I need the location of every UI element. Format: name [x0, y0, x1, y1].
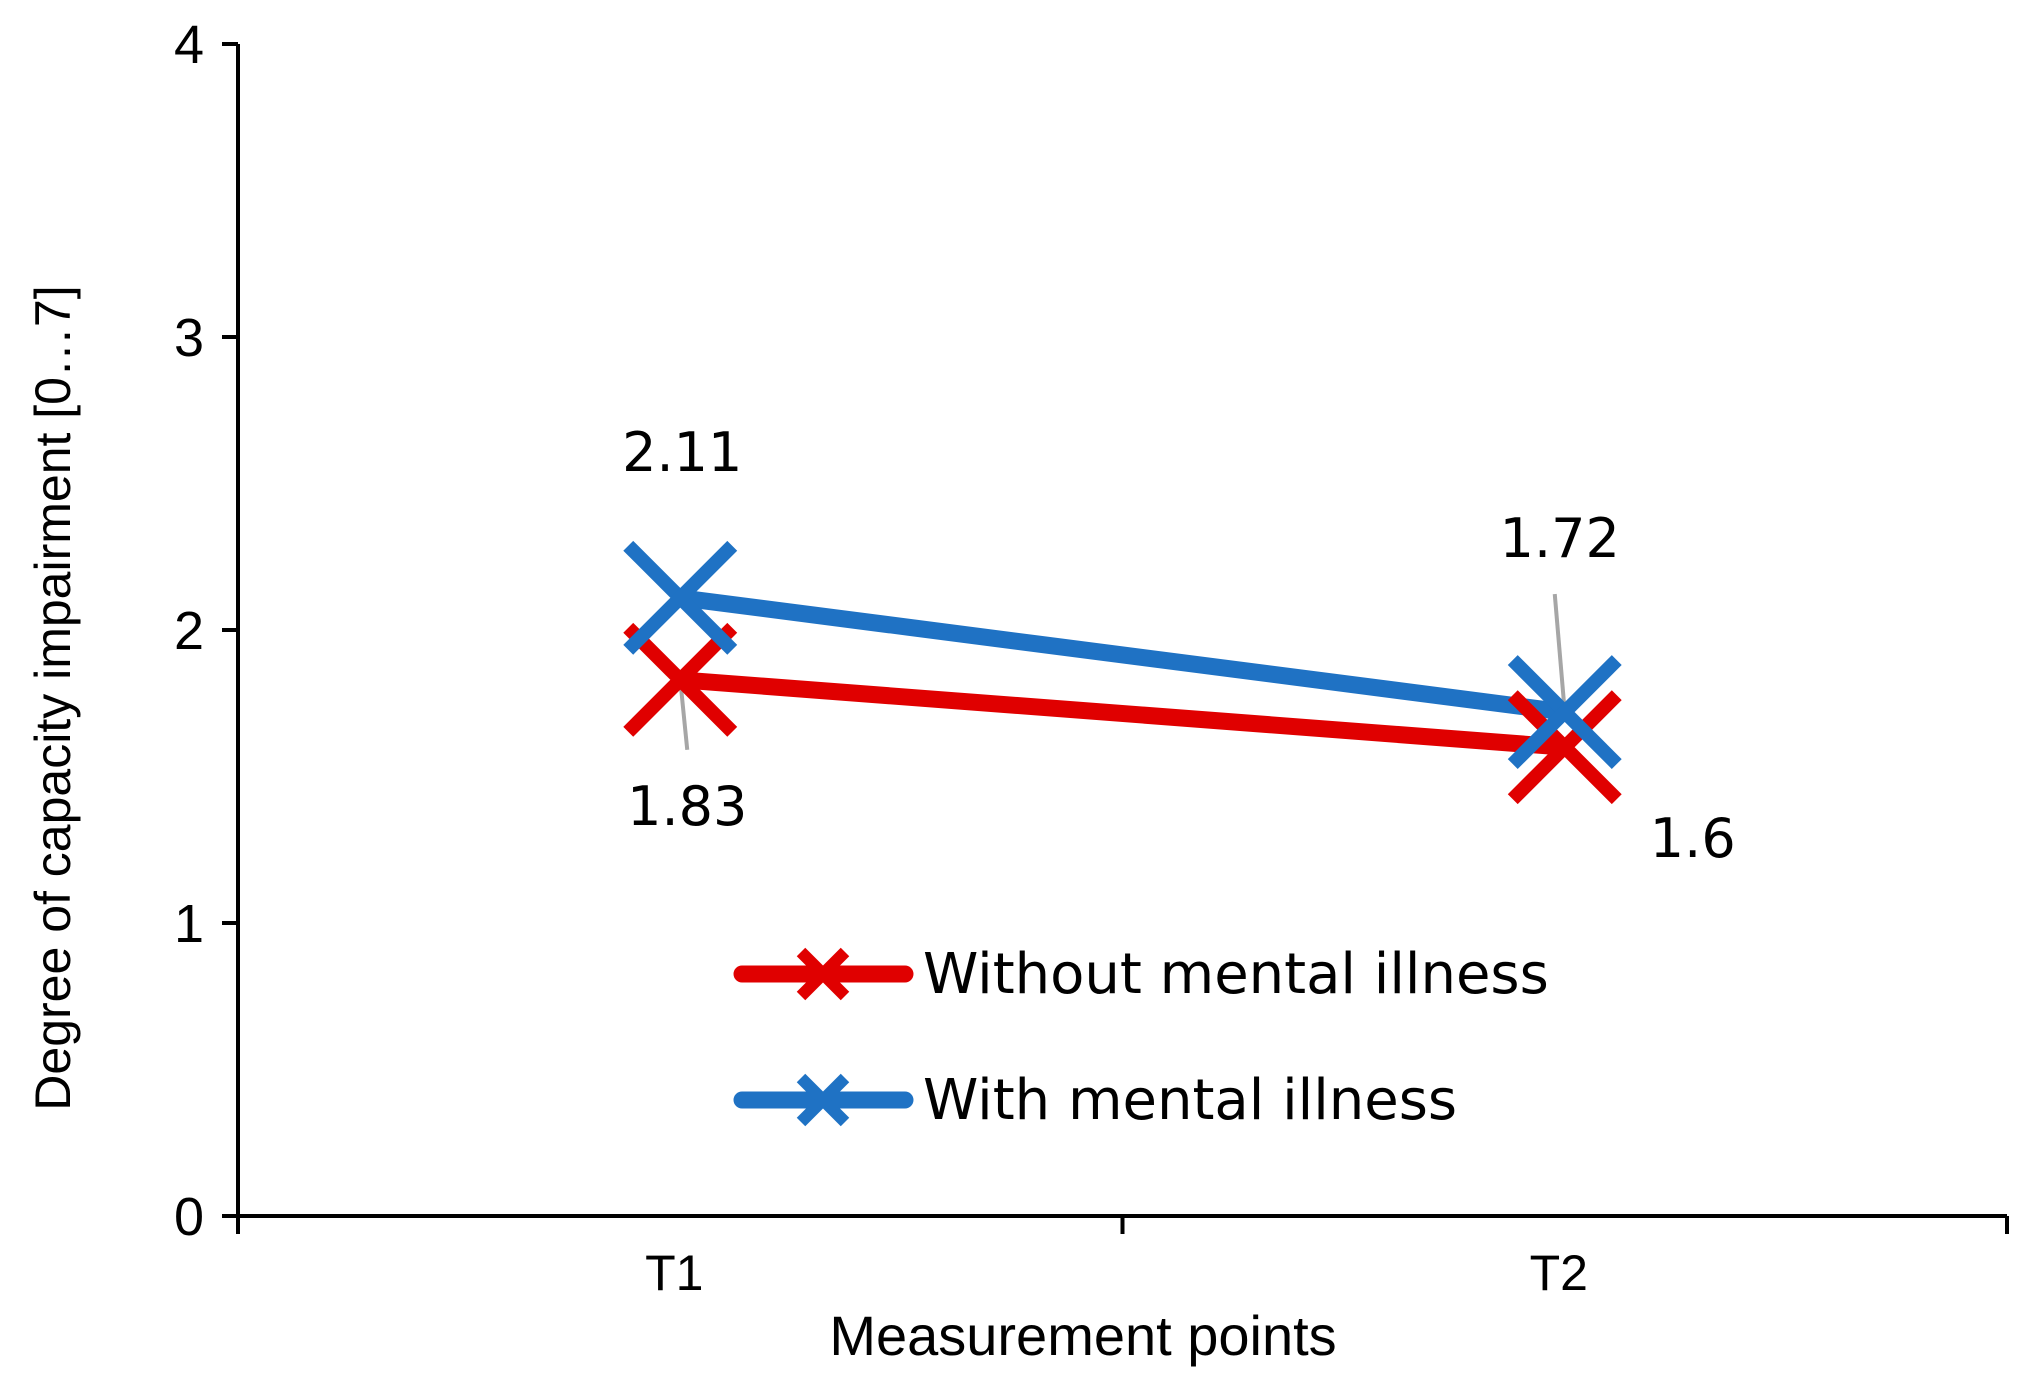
legend: Without mental illness With mental illnes… — [733, 942, 1549, 1133]
label-leader-lines — [678, 593, 1567, 751]
data-label: 2.11 — [622, 421, 742, 484]
data-label-leader — [678, 679, 690, 751]
series-markers — [623, 540, 1622, 805]
data-label: 1.83 — [627, 775, 747, 838]
series-line — [679, 589, 1566, 721]
legend-marker — [796, 1073, 850, 1127]
legend-label: Without mental illness — [923, 942, 1549, 1007]
axes: 0 1 2 3 4 T1 T2 — [174, 15, 2009, 1301]
x-tick-label: T1 — [645, 1245, 703, 1301]
legend-item: With mental illness — [733, 1068, 1457, 1133]
x-tick-label: T2 — [1530, 1245, 1588, 1301]
data-point-marker — [1507, 655, 1622, 769]
legend-marker — [796, 947, 850, 1001]
data-label: 1.6 — [1650, 807, 1736, 870]
legend-item: Without mental illness — [733, 942, 1549, 1007]
y-tick-label: 4 — [174, 15, 204, 75]
series-line — [679, 671, 1566, 756]
data-label-leader — [1552, 593, 1567, 713]
y-tick-label: 0 — [174, 1187, 204, 1247]
y-axis-title: Degree of capacity impairment [0…7] — [25, 285, 81, 1110]
y-tick-label: 3 — [174, 308, 204, 368]
series-lines — [679, 589, 1566, 756]
y-tick-label: 2 — [174, 601, 204, 661]
data-point-marker — [623, 622, 738, 737]
data-point-marker — [623, 540, 738, 655]
x-axis-title: Measurement points — [829, 1304, 1336, 1367]
data-labels: 1.83 1.6 2.11 1.72 — [622, 421, 1736, 870]
data-point-marker — [1507, 690, 1622, 805]
legend-label: With mental illness — [923, 1068, 1457, 1133]
y-tick-label: 1 — [174, 894, 204, 954]
data-label: 1.72 — [1500, 507, 1620, 570]
